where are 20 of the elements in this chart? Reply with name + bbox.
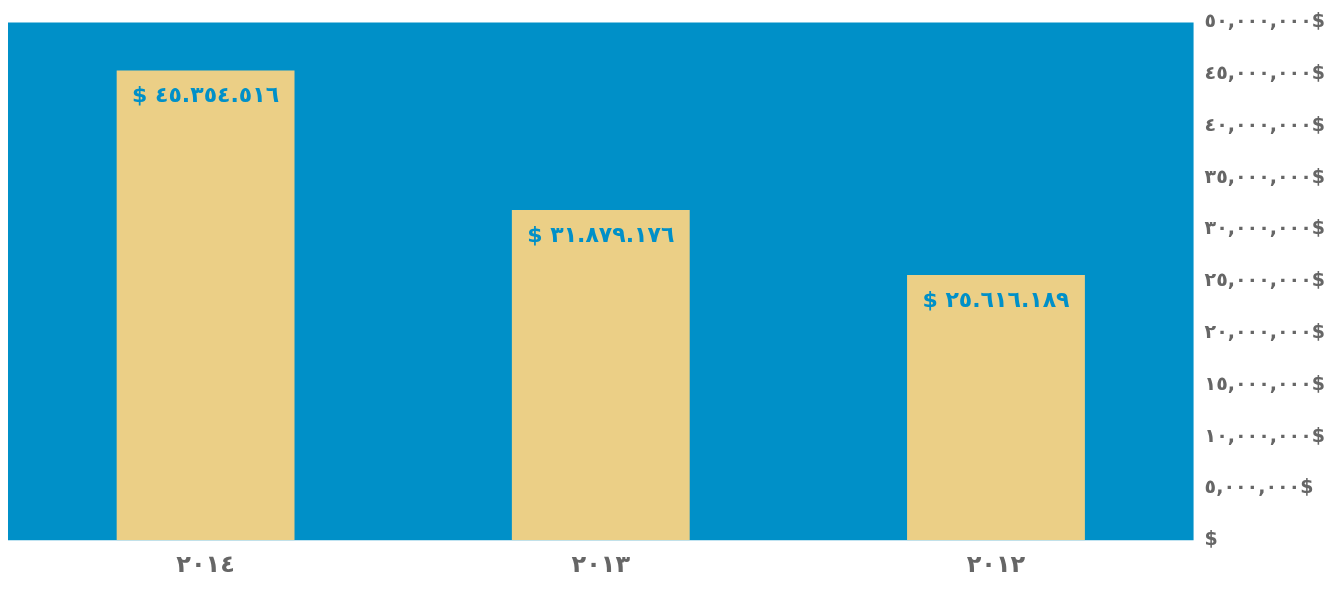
y-tick-label: ٢٠,٠٠٠,٠٠٠$ xyxy=(1204,320,1326,343)
bar xyxy=(116,70,295,541)
data-label: $ ٤٥.٣٥٤.٥١٦ xyxy=(132,82,280,108)
x-tick-label: ٢٠١٣ xyxy=(571,549,631,578)
y-tick-label: $ xyxy=(1204,527,1218,550)
y-tick-label: ٤٠,٠٠٠,٠٠٠$ xyxy=(1204,112,1326,135)
data-label: $ ٢٥.٦١٦.١٨٩ xyxy=(922,286,1070,312)
data-label: $ ٣١.٨٧٩.١٧٦ xyxy=(527,221,675,247)
bar xyxy=(907,274,1085,541)
y-tick-label: ١٥,٠٠٠,٠٠٠$ xyxy=(1204,371,1326,394)
x-tick-label: ٢٠١٢ xyxy=(966,549,1026,578)
y-tick-label: ٤٥,٠٠٠,٠٠٠$ xyxy=(1204,61,1326,84)
y-tick-label: ١٠,٠٠٠,٠٠٠$ xyxy=(1204,423,1326,446)
x-tick-label: ٢٠١٤ xyxy=(176,549,235,578)
y-tick-label: ٣٥,٠٠٠,٠٠٠$ xyxy=(1204,164,1326,187)
bar xyxy=(511,210,690,541)
y-tick-label: ٥,٠٠٠,٠٠٠$ xyxy=(1204,475,1314,498)
y-tick-label: ٥٠,٠٠٠,٠٠٠$ xyxy=(1204,9,1326,32)
y-tick-label: ٢٥,٠٠٠,٠٠٠$ xyxy=(1204,268,1326,291)
y-tick-label: ٣٠,٠٠٠,٠٠٠$ xyxy=(1204,216,1326,239)
